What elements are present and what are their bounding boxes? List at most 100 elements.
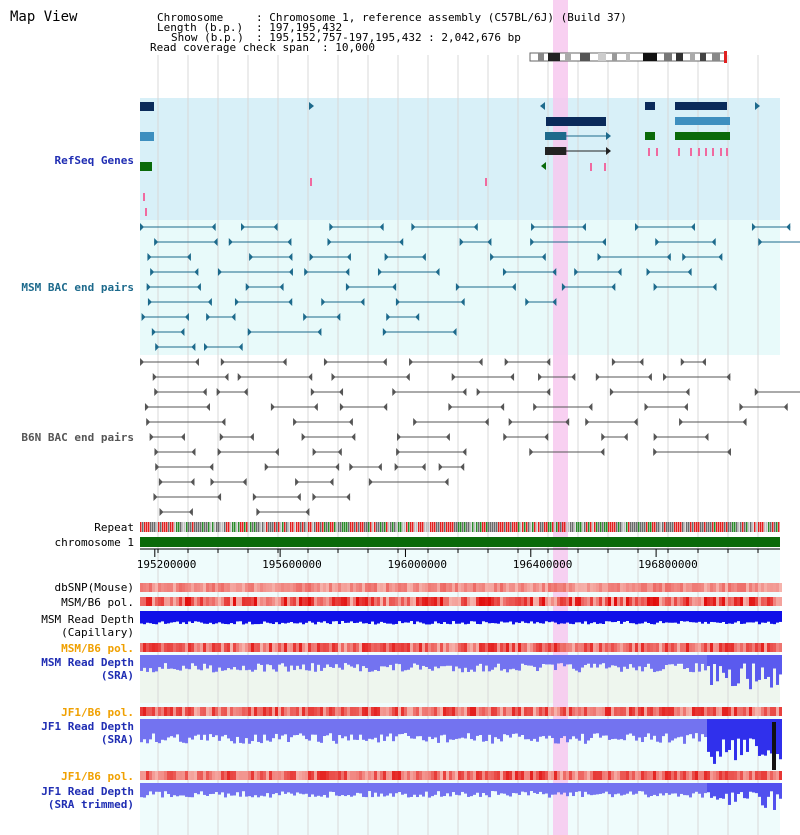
repeat-mark — [664, 522, 666, 532]
track-label-msm-bac[interactable]: MSM BAC end pairs — [21, 281, 134, 294]
heat-cell — [779, 597, 782, 606]
depth-bar — [278, 611, 281, 625]
depth-bar — [761, 719, 764, 755]
heat-cell — [386, 583, 389, 592]
heat-cell — [263, 597, 266, 606]
bac-end — [252, 493, 257, 501]
track-label-b6n-bac[interactable]: B6N BAC end pairs — [21, 431, 134, 444]
depth-bar — [155, 611, 158, 625]
track-label-jf1-b6-pol[interactable]: JF1/B6 pol. — [61, 706, 134, 719]
repeat-mark — [582, 522, 584, 532]
heat-cell — [326, 643, 329, 652]
depth-bar — [314, 655, 317, 672]
heat-cell — [206, 643, 209, 652]
heat-cell — [770, 583, 773, 592]
heat-cell — [551, 597, 554, 606]
heat-cell — [422, 597, 425, 606]
track-label-msm-b6-pol-sra[interactable]: MSM/B6 pol. — [61, 642, 134, 655]
heat-cell — [143, 597, 146, 606]
track-label-jf1-depth-trim[interactable]: JF1 Read Depth — [41, 785, 134, 798]
depth-bar — [572, 655, 575, 669]
heat-cell — [767, 597, 770, 606]
heat-cell — [140, 771, 143, 780]
heat-cell — [701, 707, 704, 716]
depth-bar — [776, 655, 779, 685]
repeat-mark — [344, 522, 346, 532]
track-label-jf1-depth-sra[interactable]: JF1 Read Depth — [41, 720, 134, 733]
heat-cell — [413, 597, 416, 606]
depth-bar — [650, 783, 653, 796]
bac-end — [159, 508, 164, 516]
heat-cell — [446, 643, 449, 652]
depth-bar — [647, 783, 650, 798]
track-label-jf1-depth-sra-sub[interactable]: (SRA) — [100, 733, 134, 746]
track-label-msm-depth-capillary[interactable]: MSM Read Depth — [41, 613, 134, 626]
depth-bar — [422, 655, 425, 666]
track-label-msm-depth-sra[interactable]: MSM Read Depth — [41, 656, 134, 669]
repeat-mark — [222, 522, 224, 532]
depth-bar — [383, 719, 386, 741]
depth-bar — [275, 611, 278, 623]
heat-cell — [245, 707, 248, 716]
depth-bar — [461, 783, 464, 792]
heat-cell — [167, 597, 170, 606]
heat-cell — [506, 643, 509, 652]
repeat-mark — [710, 522, 712, 532]
heat-cell — [572, 771, 575, 780]
depth-bar — [779, 611, 782, 622]
repeat-mark — [432, 522, 434, 532]
heat-cell — [605, 707, 608, 716]
depth-bar — [620, 611, 623, 624]
repeat-mark — [278, 522, 280, 532]
heat-cell — [200, 771, 203, 780]
depth-bar — [743, 611, 746, 624]
track-label-msm-b6-pol[interactable]: MSM/B6 pol. — [61, 596, 134, 609]
track-label-repeat[interactable]: Repeat — [94, 521, 134, 534]
heat-cell — [731, 771, 734, 780]
track-label-msm-depth-sra-sub[interactable]: (SRA) — [100, 669, 134, 682]
heat-cell — [275, 771, 278, 780]
track-label-msm-depth-capillary-sub[interactable]: (Capillary) — [61, 626, 134, 639]
heat-cell — [470, 771, 473, 780]
heat-cell — [353, 597, 356, 606]
heat-cell — [209, 707, 212, 716]
bac-end — [511, 283, 516, 291]
repeat-mark — [338, 522, 340, 532]
depth-bar — [341, 719, 344, 739]
depth-bar — [374, 611, 377, 625]
heat-cell — [692, 597, 695, 606]
heat-cell — [707, 643, 710, 652]
repeat-mark — [280, 522, 282, 532]
heat-cell — [230, 583, 233, 592]
track-label-chromosome[interactable]: chromosome 1 — [54, 536, 134, 549]
bac-end — [245, 283, 250, 291]
track-label-dbsnp[interactable]: dbSNP(Mouse) — [54, 581, 134, 594]
heat-cell — [305, 643, 308, 652]
heat-cell — [629, 707, 632, 716]
depth-bar — [248, 719, 251, 744]
bac-end — [217, 268, 222, 276]
heat-cell — [200, 583, 203, 592]
heat-cell — [683, 597, 686, 606]
depth-bar — [371, 719, 374, 740]
repeat-mark — [276, 522, 278, 532]
repeat-mark — [398, 522, 400, 532]
bac-end — [249, 433, 254, 441]
heat-cell — [305, 583, 308, 592]
depth-bar — [530, 719, 533, 741]
depth-bar — [599, 611, 602, 624]
ideogram-band — [598, 53, 606, 61]
heat-cell — [365, 771, 368, 780]
heat-cell — [635, 583, 638, 592]
heat-cell — [188, 583, 191, 592]
track-label-jf1-depth-trim-sub[interactable]: (SRA trimmed) — [47, 798, 134, 811]
depth-bar — [563, 783, 566, 793]
bac-end — [451, 373, 456, 381]
depth-bar — [293, 719, 296, 736]
heat-cell — [227, 771, 230, 780]
heat-cell — [467, 643, 470, 652]
track-label-refseq[interactable]: RefSeq Genes — [54, 154, 134, 167]
heat-cell — [680, 643, 683, 652]
track-label-jf1-b6-pol-trim[interactable]: JF1/B6 pol. — [61, 770, 134, 783]
